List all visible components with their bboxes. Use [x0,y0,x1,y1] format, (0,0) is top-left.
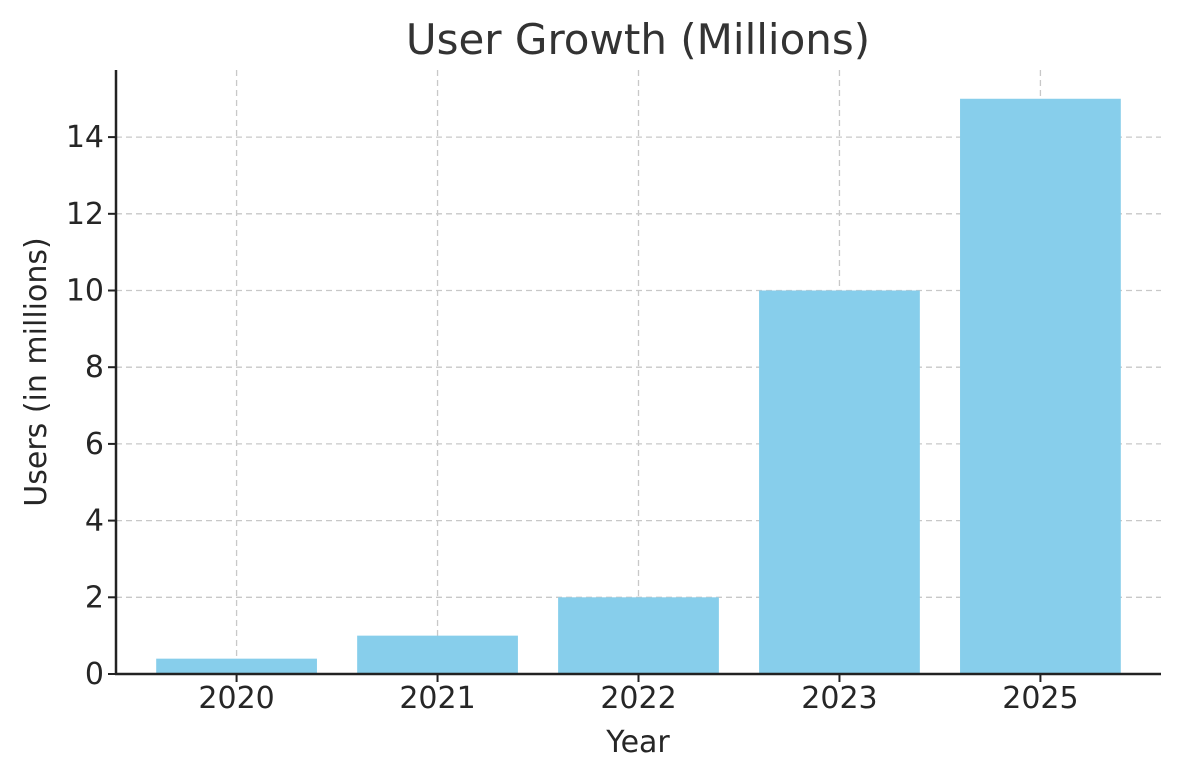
bar-2025 [960,98,1121,674]
x-tick-label: 2022 [600,681,676,716]
bar-2023 [759,290,920,674]
y-tick-label: 4 [85,504,104,539]
x-tick-label: 2025 [1002,681,1078,716]
y-tick-label: 10 [66,274,104,309]
chart-title: User Growth (Millions) [406,15,870,64]
y-tick-label: 0 [85,657,104,692]
y-tick-label: 14 [66,120,104,155]
x-axis-label: Year [605,725,670,760]
x-tick-label: 2020 [198,681,274,716]
x-tick-label: 2021 [399,681,475,716]
y-axis-label: Users (in millions) [19,237,54,506]
y-tick-label: 12 [66,197,104,232]
bar-2020 [156,658,317,674]
y-tick-label: 2 [85,580,104,615]
x-ticks: 2020 2021 2022 2023 2025 [198,674,1079,716]
y-ticks: 0 2 4 6 8 10 12 14 [66,120,116,692]
bar-2022 [558,597,719,674]
x-tick-label: 2023 [801,681,877,716]
bar-2021 [357,635,518,674]
y-tick-label: 8 [85,350,104,385]
y-tick-label: 6 [85,427,104,462]
bars [156,98,1121,674]
